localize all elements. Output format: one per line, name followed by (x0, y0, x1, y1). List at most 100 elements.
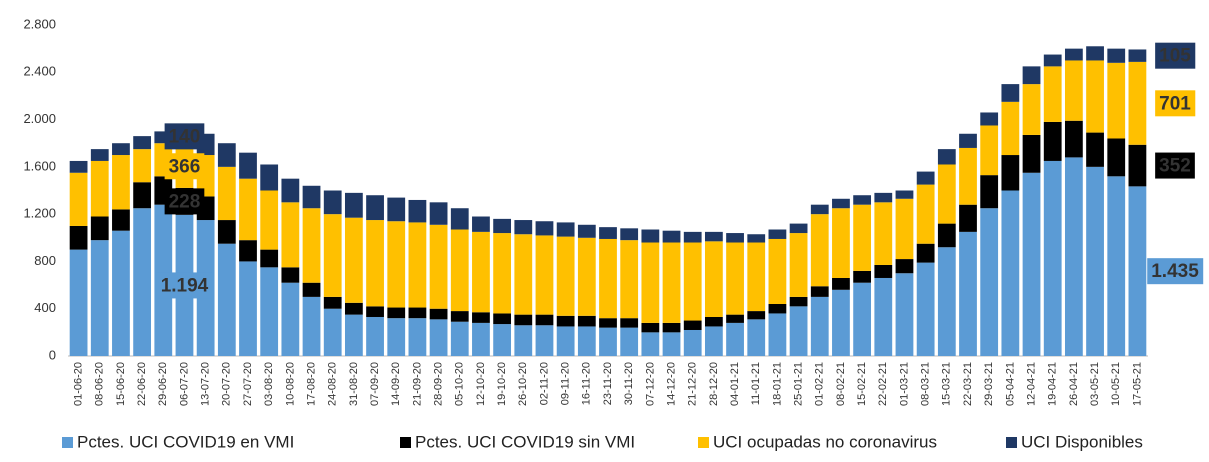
x-tick-label: 17-08-20 (305, 362, 317, 406)
bar-segment (90, 240, 109, 356)
bar-segment (895, 198, 914, 260)
y-tick-label: 2.000 (23, 111, 56, 126)
x-tick-label: 15-02-21 (856, 362, 868, 406)
bar-segment (260, 164, 279, 191)
bar-segment (789, 223, 808, 234)
bar-segment (620, 228, 639, 241)
bar-segment (112, 230, 130, 356)
bar-segment (1064, 120, 1083, 158)
bar-segment (704, 316, 723, 327)
bar-segment (641, 322, 660, 333)
x-tick-label: 28-12-20 (708, 362, 720, 406)
bar-segment (1107, 62, 1126, 139)
bar-segment (493, 218, 512, 234)
bar-segment (874, 264, 893, 278)
legend-swatch (400, 437, 411, 448)
bar-segment (260, 249, 279, 268)
bar-segment (704, 326, 723, 356)
y-tick-label: 1.200 (23, 206, 56, 221)
bar-segment (662, 322, 681, 333)
bar-segment (1128, 49, 1147, 62)
bar-segment (1022, 66, 1041, 85)
bar-segment (1043, 121, 1062, 161)
bar-segment (387, 307, 406, 319)
bar-segment (302, 185, 321, 209)
x-tick-label: 24-08-20 (327, 362, 339, 406)
x-tick-label: 15-06-20 (115, 362, 127, 406)
bar-segment (217, 243, 236, 356)
bar-segment (789, 233, 808, 297)
bar-segment (980, 125, 999, 176)
bar-segment (726, 314, 744, 323)
bar-segment (450, 208, 469, 230)
bar-segment (916, 243, 935, 263)
bar-segment (1064, 157, 1083, 356)
bar-segment (1022, 84, 1041, 135)
x-tick-label: 10-08-20 (284, 362, 296, 406)
bar-segment (281, 178, 300, 203)
value-label-box (164, 123, 205, 150)
value-label: 1.194 (161, 275, 209, 296)
bar-segment (493, 313, 512, 325)
bar-segment (1128, 144, 1147, 187)
bar-segment (768, 238, 787, 304)
bar-segment (747, 311, 766, 320)
bar-segment (450, 229, 469, 312)
legend-label: UCI ocupadas no coronavirus (713, 432, 937, 451)
value-label-group: 1.435 (1147, 258, 1204, 285)
x-tick-label: 05-10-20 (454, 362, 466, 406)
bar-segment (747, 319, 766, 356)
bar-segment (641, 332, 660, 356)
bar-segment (704, 241, 723, 317)
value-label: 228 (169, 191, 201, 212)
bar-segment (344, 217, 363, 303)
bar-segment (281, 267, 300, 283)
bar-segment (344, 302, 363, 315)
bar-segment (1086, 46, 1104, 61)
value-label: 140 (169, 126, 201, 147)
bar-segment (408, 199, 427, 223)
x-tick-label: 01-06-20 (72, 362, 84, 406)
bar-segment (493, 324, 512, 356)
value-label: 366 (169, 156, 201, 177)
bar-segment (429, 202, 448, 225)
bar-segment (239, 178, 257, 241)
bar-segment (599, 318, 617, 328)
value-label: 701 (1159, 93, 1191, 114)
bar-segment (599, 238, 617, 319)
bar-segment (323, 190, 342, 215)
bar-segment (937, 223, 956, 248)
y-tick-label: 0 (49, 347, 56, 362)
bar-segment (535, 314, 554, 326)
bar-segment (408, 222, 427, 308)
bar-segment (239, 152, 257, 179)
bar-segment (535, 221, 554, 236)
bar-segment (599, 227, 617, 239)
x-tick-label: 08-06-20 (94, 362, 106, 406)
bar-segment (514, 220, 533, 235)
bar-segment (916, 262, 935, 356)
bar-segment (112, 209, 130, 231)
bar-segment (980, 208, 999, 356)
x-tick-label: 23-11-20 (602, 362, 614, 405)
bar-segment (260, 267, 279, 356)
bar-segment (1107, 176, 1126, 356)
value-label: 1.435 (1151, 261, 1199, 282)
value-label-group: 140 (164, 123, 205, 150)
x-tick-label: 08-03-21 (920, 362, 932, 406)
bar-segment (853, 195, 872, 205)
bar-segment (662, 242, 681, 323)
bar-segment (641, 229, 660, 243)
y-tick-label: 2.400 (23, 64, 56, 79)
bar-segment (662, 332, 681, 356)
bar-segment (789, 306, 808, 356)
legend-swatch (62, 437, 73, 448)
bar-segment (620, 318, 639, 328)
bar-segment (1043, 66, 1062, 122)
legend-swatch (698, 437, 709, 448)
bar-segment (133, 149, 152, 183)
bar-segment (1001, 155, 1020, 191)
bar-segment (112, 155, 130, 210)
bar-segment (217, 220, 236, 244)
